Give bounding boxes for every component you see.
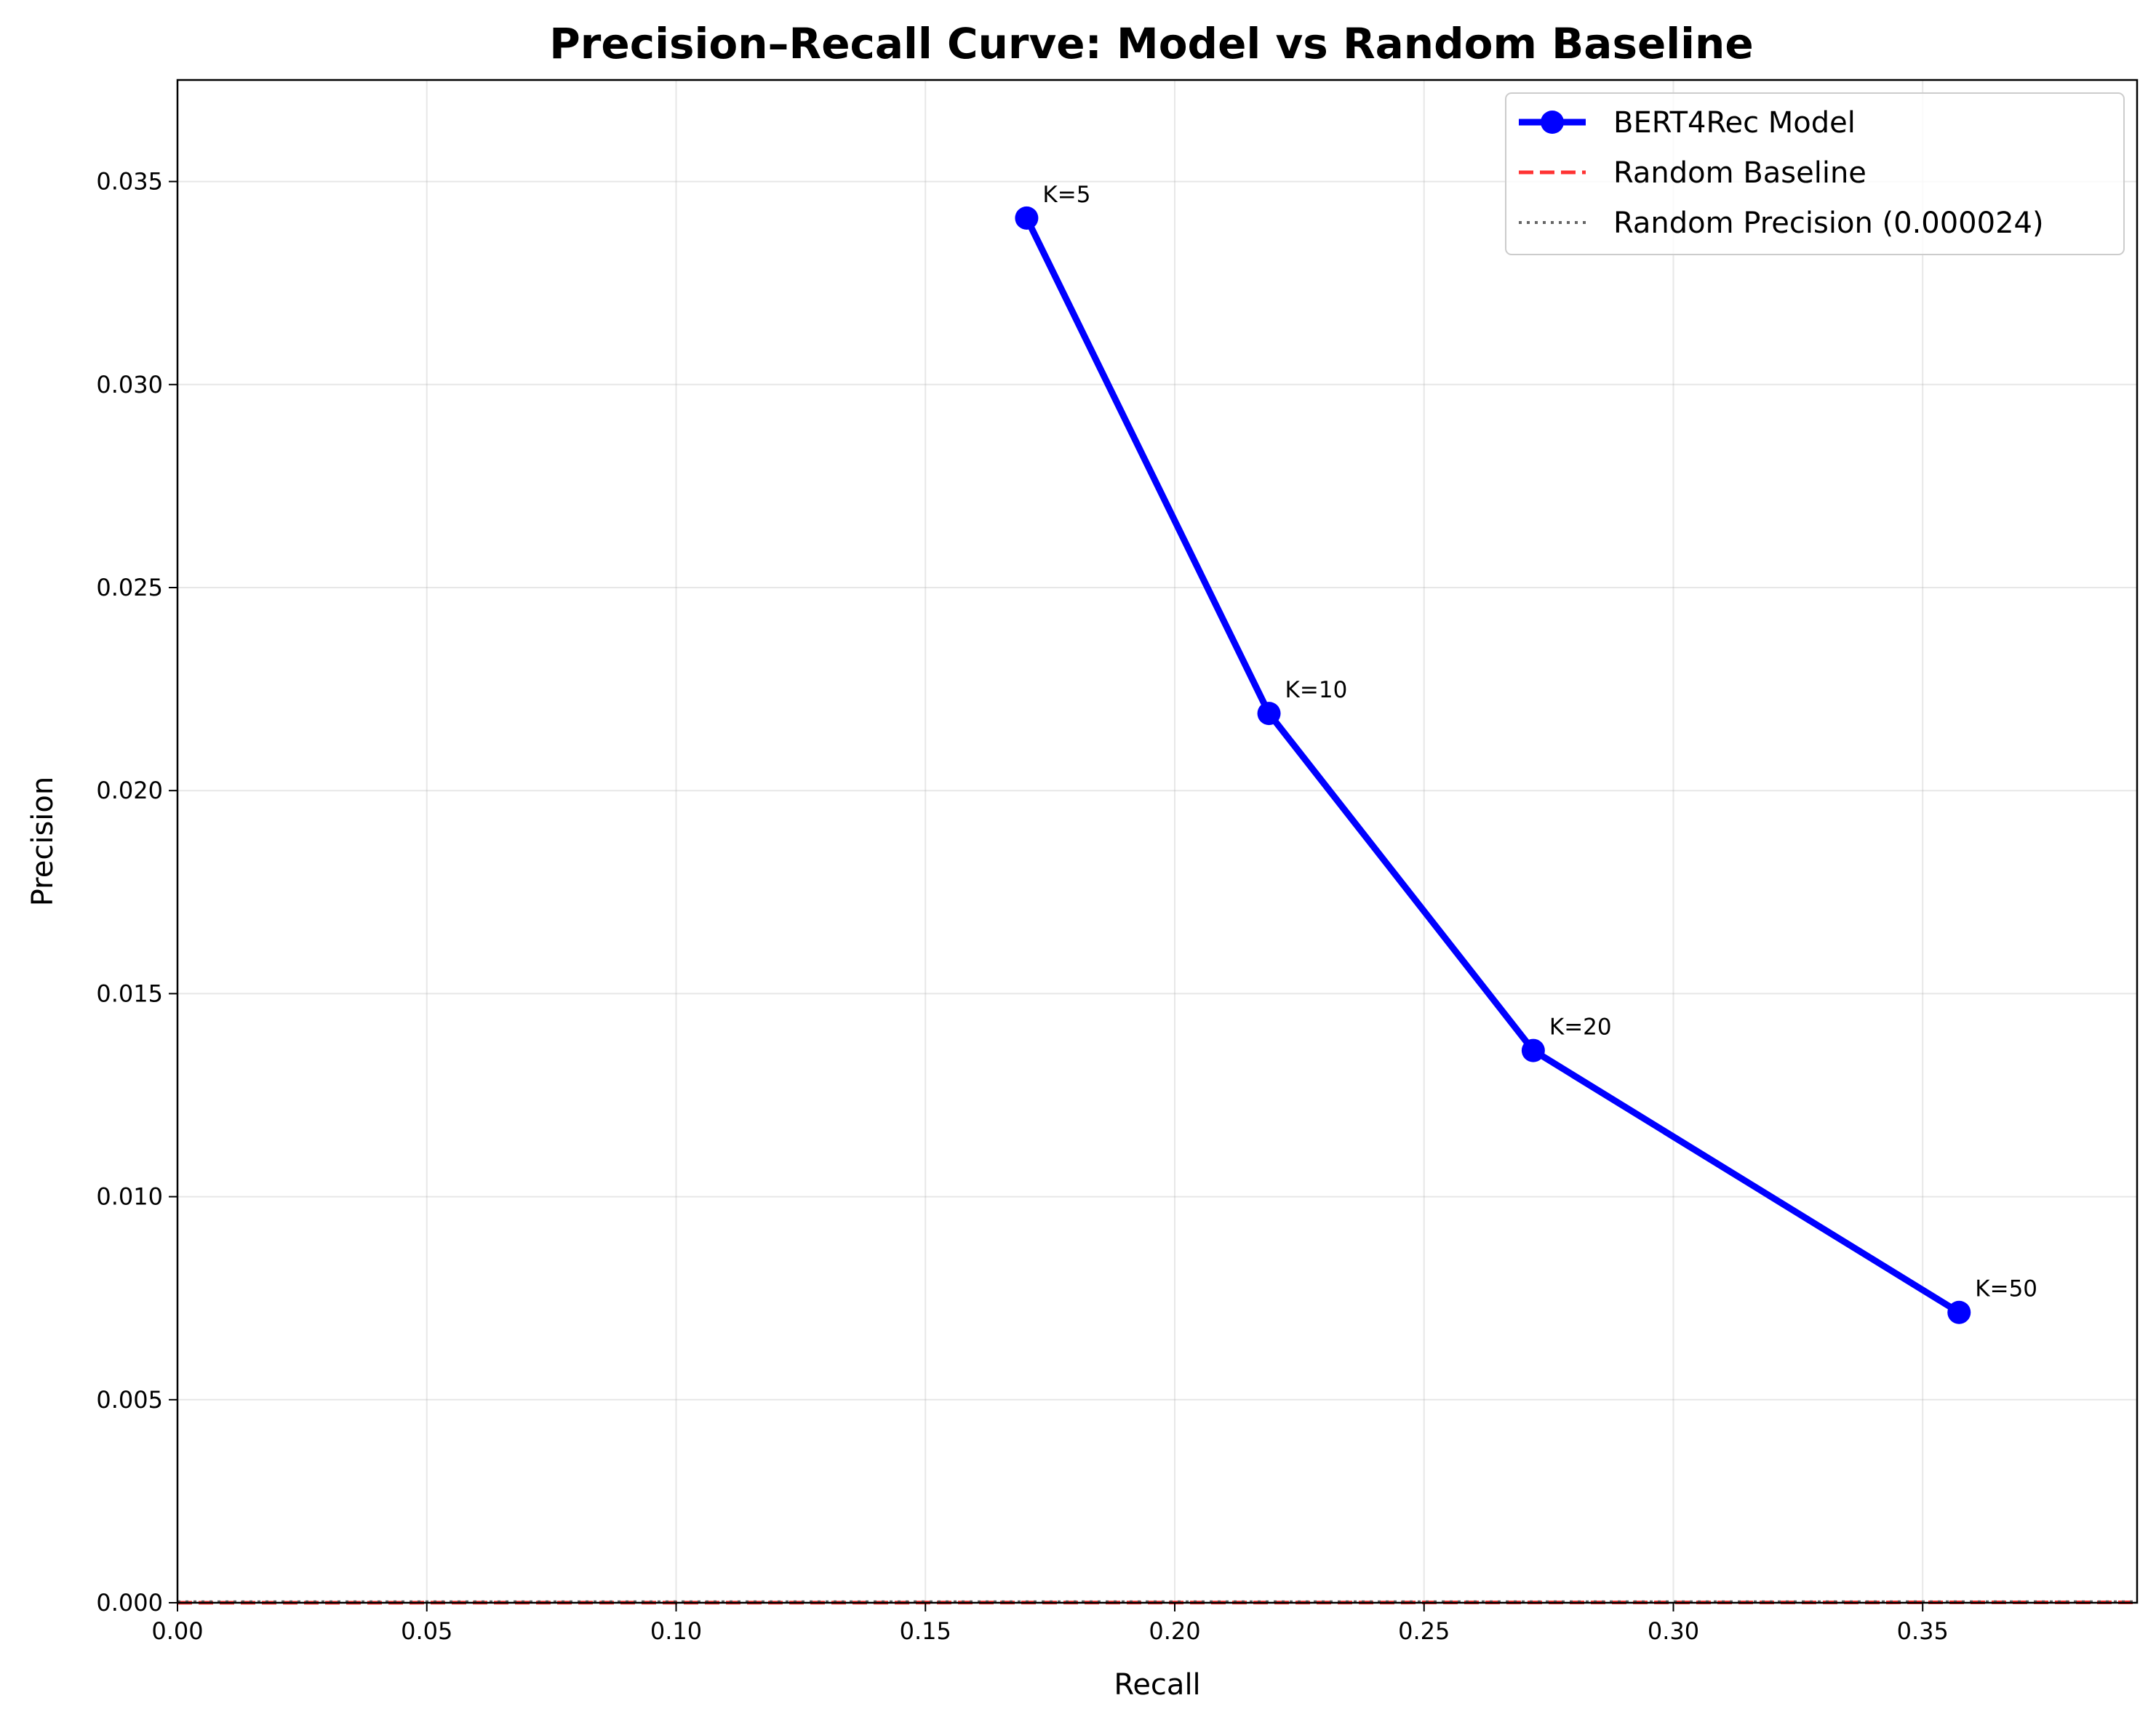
x-tick-label: 0.25 <box>1398 1617 1450 1645</box>
y-tick-label: 0.000 <box>96 1589 163 1617</box>
data-point <box>1947 1300 1971 1324</box>
bert4rec-model-line <box>1023 216 1961 1315</box>
data-point <box>1521 1038 1545 1062</box>
y-tick-label: 0.020 <box>96 777 163 804</box>
legend: BERT4Rec Model Random Baseline Random Prec… <box>1505 92 2125 255</box>
annotation-layer: K=5 K=10 K=20 K=50 <box>1042 182 2037 1302</box>
y-tick-label: 0.015 <box>96 980 163 1007</box>
y-axis: 0.000 0.005 0.010 0.015 0.020 0.025 0.030 0.035 <box>96 168 177 1617</box>
legend-box <box>1505 92 2125 255</box>
x-tick-label: 0.30 <box>1648 1617 1699 1645</box>
y-tick-label: 0.025 <box>96 574 163 601</box>
x-tick-label: 0.00 <box>151 1617 203 1645</box>
legend-label: BERT4Rec Model <box>1613 106 1856 140</box>
y-tick-label: 0.035 <box>96 168 163 196</box>
plot-frame <box>176 79 2139 1604</box>
data-point <box>1257 702 1281 726</box>
legend-label: Random Baseline <box>1613 156 1866 190</box>
x-tick-label: 0.20 <box>1149 1617 1200 1645</box>
y-axis-label: Precision <box>26 777 60 906</box>
plot-area: K=5 K=10 K=20 K=50 <box>176 79 2139 1605</box>
x-tick-label: 0.10 <box>650 1617 702 1645</box>
point-annotation: K=50 <box>1975 1276 2037 1302</box>
x-tick-label: 0.15 <box>900 1617 951 1645</box>
x-tick-label: 0.35 <box>1897 1617 1949 1645</box>
legend-marker <box>1541 111 1564 134</box>
data-point <box>1015 206 1039 230</box>
point-annotation: K=5 <box>1042 182 1090 208</box>
marker-layer <box>1015 206 1971 1324</box>
x-axis-label: Recall <box>1114 1668 1200 1702</box>
x-tick-label: 0.05 <box>401 1617 452 1645</box>
x-axis: 0.00 0.05 0.10 0.15 0.20 0.25 0.30 0.35 <box>151 1603 1949 1645</box>
legend-label: Random Precision (0.000024) <box>1613 207 2044 240</box>
y-tick-label: 0.005 <box>96 1386 163 1414</box>
chart-title: Precision–Recall Curve: Model vs Random … <box>549 19 1753 68</box>
y-tick-label: 0.010 <box>96 1183 163 1211</box>
point-annotation: K=20 <box>1549 1014 1612 1041</box>
y-tick-label: 0.030 <box>96 371 163 399</box>
plot-background <box>177 80 2137 1603</box>
point-annotation: K=10 <box>1285 677 1348 703</box>
